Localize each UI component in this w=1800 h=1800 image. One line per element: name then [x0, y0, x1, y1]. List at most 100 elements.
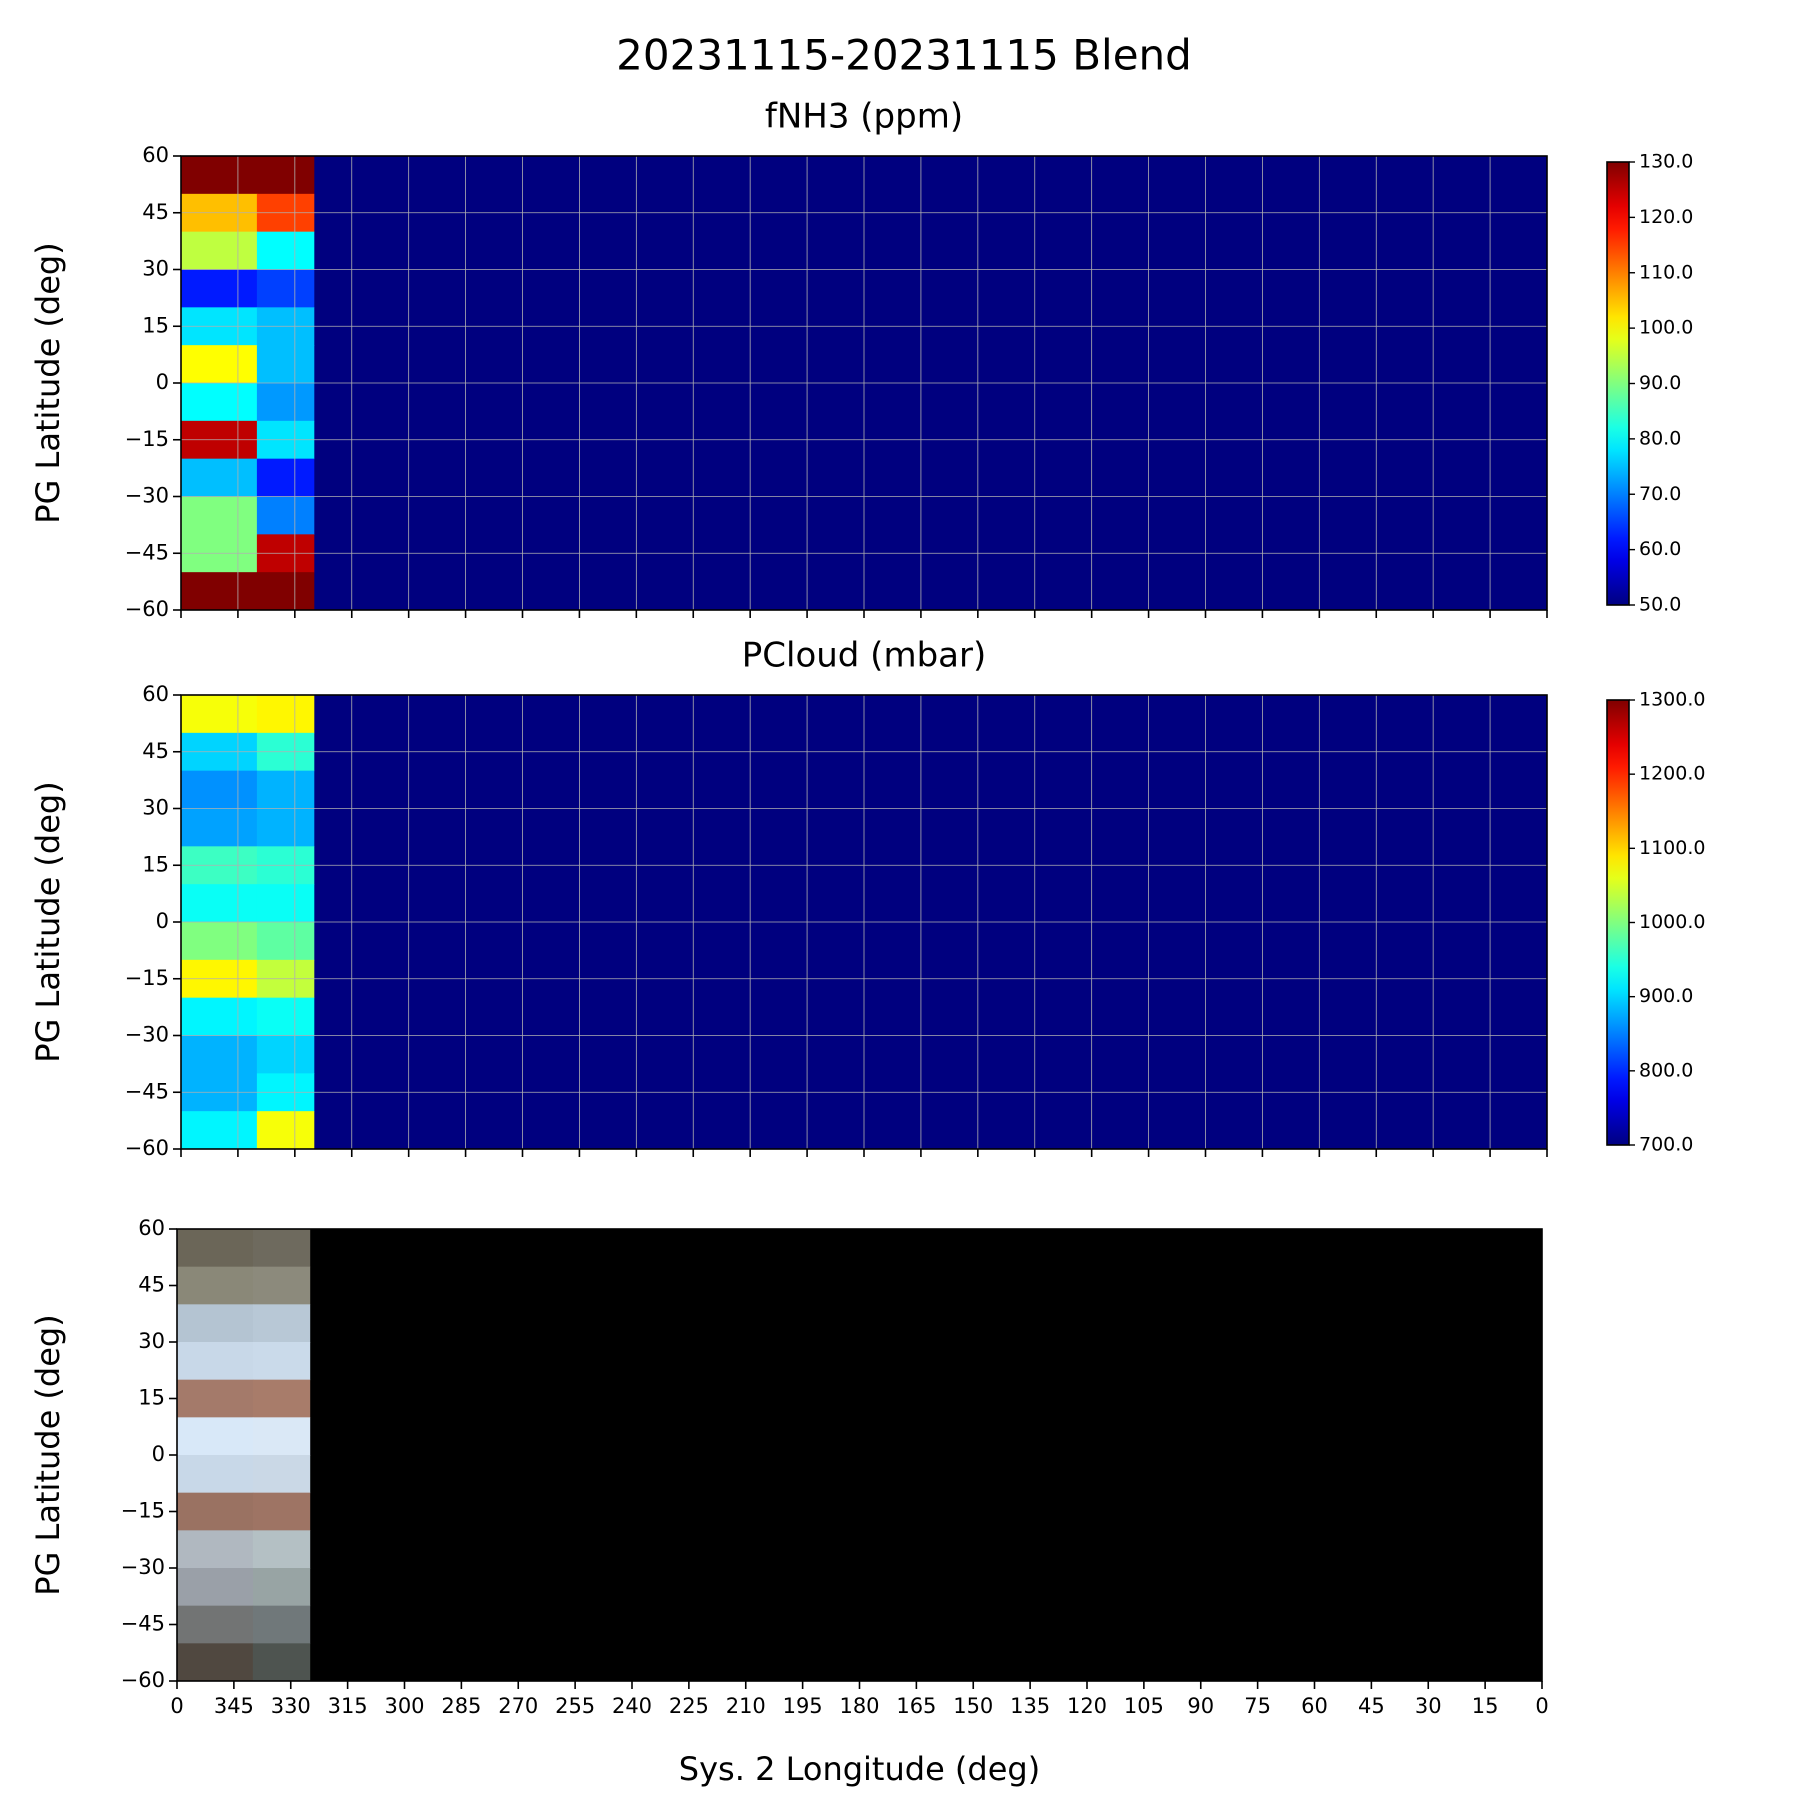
heatmap-cell — [181, 231, 258, 270]
panel-title: PCloud (mbar) — [742, 636, 986, 676]
x-tick-label: 75 — [1244, 1694, 1271, 1718]
y-tick-label: 45 — [142, 200, 169, 224]
colorbar-tick-label: 130.0 — [1639, 151, 1693, 173]
y-tick-label: −60 — [125, 1136, 169, 1160]
heatmap-cell — [181, 808, 258, 847]
y-tick-label: −30 — [121, 1555, 165, 1579]
heatmap-cell — [256, 922, 315, 961]
heatmap-cell — [181, 345, 258, 384]
heatmap-cell — [181, 922, 258, 961]
x-tick-label: 150 — [953, 1694, 993, 1718]
image-cell — [177, 1417, 254, 1456]
x-axis-label: Sys. 2 Longitude (deg) — [679, 1750, 1040, 1788]
y-tick-label: −15 — [121, 1499, 165, 1523]
image-cell — [252, 1342, 311, 1381]
y-tick-label: −45 — [125, 540, 169, 564]
colorbar-tick-label: 120.0 — [1639, 206, 1693, 228]
colorbar-tick-label: 90.0 — [1639, 372, 1681, 394]
colorbar-tick-label: 1100.0 — [1639, 837, 1705, 859]
x-tick-label: 210 — [726, 1694, 766, 1718]
x-tick-label: 315 — [328, 1694, 368, 1718]
heatmap-cell — [181, 997, 258, 1036]
x-tick-label: 180 — [839, 1694, 879, 1718]
image-cell — [177, 1643, 254, 1682]
image-cell — [252, 1530, 311, 1569]
image-cell — [177, 1304, 254, 1343]
y-tick-label: 60 — [142, 682, 169, 706]
heatmap-cell — [181, 884, 258, 923]
colorbar-tick-label: 100.0 — [1639, 317, 1693, 339]
heatmap-cell — [256, 383, 315, 422]
x-tick-label: 0 — [1535, 1694, 1548, 1718]
y-tick-label: 60 — [142, 143, 169, 167]
x-tick-label: 255 — [555, 1694, 595, 1718]
image-cell — [177, 1492, 254, 1531]
y-tick-label: 0 — [156, 909, 169, 933]
colorbar-tick-label: 110.0 — [1639, 261, 1693, 283]
heatmap-cell — [181, 1111, 258, 1150]
image-cell — [252, 1229, 311, 1268]
x-tick-label: 60 — [1301, 1694, 1328, 1718]
heatmap-cell — [256, 269, 315, 308]
image-cell — [252, 1568, 311, 1607]
image-cell — [177, 1605, 254, 1644]
y-axis-label: PG Latitude (deg) — [29, 1314, 67, 1595]
heatmap-cell — [256, 770, 315, 809]
y-tick-label: 30 — [142, 796, 169, 820]
heatmap-cell — [256, 345, 315, 384]
heatmap-cell — [256, 156, 315, 195]
heatmap-cell — [181, 1035, 258, 1074]
y-tick-label: 15 — [142, 852, 169, 876]
image-cell — [252, 1643, 311, 1682]
image-cell — [177, 1455, 254, 1494]
x-tick-label: 195 — [783, 1694, 823, 1718]
y-tick-label: −60 — [121, 1668, 165, 1692]
x-tick-label: 285 — [441, 1694, 481, 1718]
colorbar-tick-label: 80.0 — [1639, 427, 1681, 449]
x-tick-label: 300 — [384, 1694, 424, 1718]
heatmap-cell — [256, 808, 315, 847]
colorbar-tick-label: 70.0 — [1639, 483, 1681, 505]
heatmap-cell — [256, 496, 315, 535]
y-tick-label: 30 — [142, 257, 169, 281]
panel-title: fNH3 (ppm) — [765, 97, 963, 137]
heatmap-cell — [256, 997, 315, 1036]
image-cell — [177, 1229, 254, 1268]
x-tick-label: 330 — [271, 1694, 311, 1718]
x-tick-label: 270 — [498, 1694, 538, 1718]
y-tick-label: 0 — [156, 370, 169, 394]
colorbar-tick-label: 1200.0 — [1639, 763, 1705, 785]
image-cell — [252, 1492, 311, 1531]
heatmap-cell — [181, 770, 258, 809]
x-tick-label: 135 — [1010, 1694, 1050, 1718]
image-cell — [252, 1266, 311, 1305]
image-cell — [177, 1530, 254, 1569]
colorbar-tick-label: 700.0 — [1639, 1134, 1693, 1156]
y-tick-label: 60 — [138, 1216, 165, 1240]
x-tick-label: 105 — [1124, 1694, 1164, 1718]
heatmap-cell — [181, 695, 258, 734]
x-tick-label: 0 — [170, 1694, 183, 1718]
image-cell — [252, 1455, 311, 1494]
y-tick-label: 0 — [152, 1442, 165, 1466]
heatmap-cell — [181, 269, 258, 308]
x-tick-label: 90 — [1187, 1694, 1214, 1718]
image-cell — [177, 1568, 254, 1607]
image-cell — [252, 1605, 311, 1644]
y-tick-label: −60 — [125, 597, 169, 621]
colorbar-tick-label: 50.0 — [1639, 594, 1681, 616]
image-cell — [252, 1417, 311, 1456]
x-tick-label: 120 — [1067, 1694, 1107, 1718]
heatmap-cell — [181, 156, 258, 195]
x-tick-label: 30 — [1415, 1694, 1442, 1718]
heatmap-cell — [256, 572, 315, 611]
colorbar-tick-label: 1000.0 — [1639, 911, 1705, 933]
y-tick-label: −45 — [121, 1612, 165, 1636]
x-tick-label: 165 — [896, 1694, 936, 1718]
y-axis-label: PG Latitude (deg) — [29, 781, 67, 1062]
y-tick-label: 45 — [138, 1273, 165, 1297]
plot-area — [177, 1229, 1542, 1681]
heatmap-cell — [256, 1035, 315, 1074]
y-tick-label: −30 — [125, 484, 169, 508]
